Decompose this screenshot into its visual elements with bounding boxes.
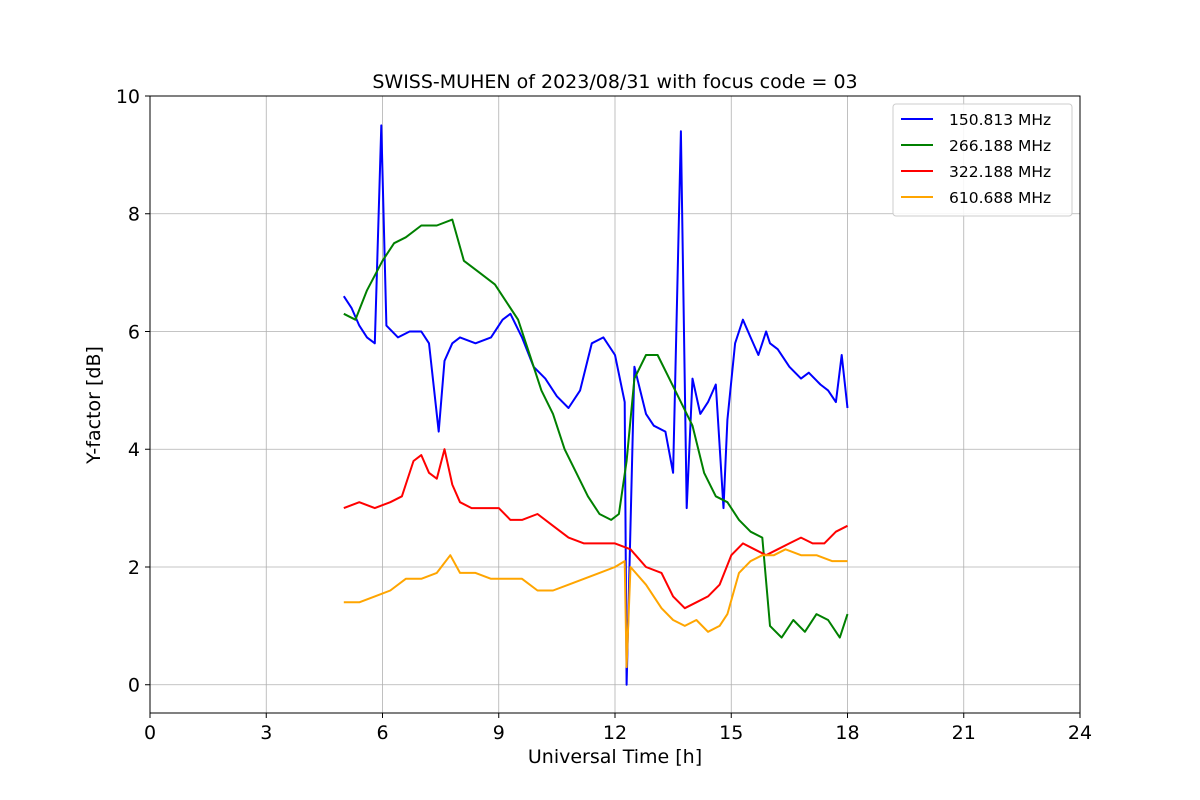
x-axis-label: Universal Time [h] [528,746,702,768]
x-tick-label: 18 [835,722,859,744]
series-line-266-188-mhz [343,218,849,639]
legend-label: 266.188 MHz [949,137,1051,155]
x-tick-label: 9 [493,722,505,744]
series-line-150-813-mhz [342,124,849,686]
x-tick-label: 21 [952,722,976,744]
x-tick-label: 0 [144,722,156,744]
y-tick-label: 6 [128,321,140,343]
x-tick-label: 15 [719,722,743,744]
y-tick-label: 4 [128,439,140,461]
y-axis-label: Y-factor [dB] [83,346,105,465]
y-tick-label: 10 [116,86,140,108]
legend-label: 150.813 MHz [949,111,1051,129]
x-tick-label: 6 [376,722,388,744]
x-tick-label: 12 [603,722,627,744]
chart-title: SWISS-MUHEN of 2023/08/31 with focus cod… [372,71,857,93]
y-tick-label: 8 [128,204,140,226]
legend-label: 610.688 MHz [949,189,1051,207]
legend: 150.813 MHz 266.188 MHz 322.188 MHz 610.688… [892,103,1073,217]
y-tick-label: 0 [128,675,140,697]
y-tick-label: 2 [128,557,140,579]
legend-label: 322.188 MHz [949,163,1051,181]
legend-box [892,103,1073,217]
series-group [342,124,849,686]
x-tick-label: 3 [260,722,272,744]
x-tick-label: 24 [1068,722,1092,744]
series-line-610-688-mhz [343,548,848,669]
